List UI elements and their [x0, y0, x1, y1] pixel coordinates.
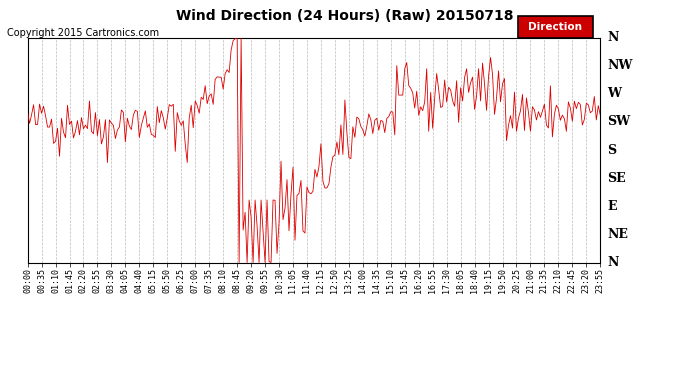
Text: NE: NE: [607, 228, 628, 241]
Text: NW: NW: [607, 59, 633, 72]
Text: Direction: Direction: [529, 22, 582, 32]
Text: Wind Direction (24 Hours) (Raw) 20150718: Wind Direction (24 Hours) (Raw) 20150718: [176, 9, 514, 22]
Text: Copyright 2015 Cartronics.com: Copyright 2015 Cartronics.com: [7, 27, 159, 38]
Text: SE: SE: [607, 172, 626, 184]
Text: SW: SW: [607, 116, 631, 128]
Text: N: N: [607, 256, 618, 269]
Text: N: N: [607, 31, 618, 44]
Text: E: E: [607, 200, 617, 213]
Text: W: W: [607, 87, 621, 100]
Text: S: S: [607, 144, 616, 156]
